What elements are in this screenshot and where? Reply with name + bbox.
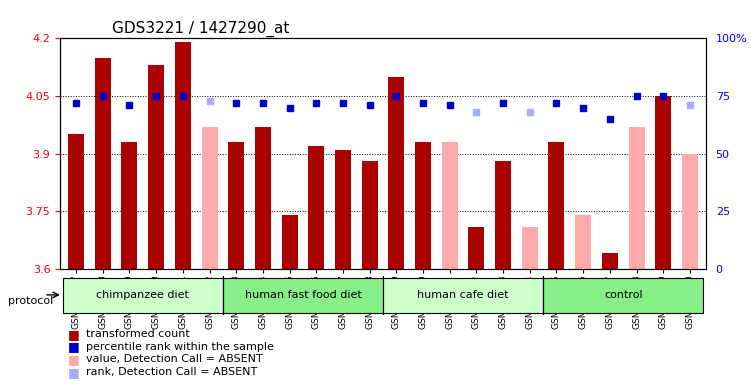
Bar [335, 150, 351, 269]
FancyBboxPatch shape [63, 278, 223, 313]
Bar [602, 253, 618, 269]
Bar [469, 227, 484, 269]
Text: ■: ■ [68, 353, 80, 366]
Bar [548, 142, 565, 269]
Text: ■: ■ [68, 366, 80, 379]
Bar [68, 134, 84, 269]
Bar [629, 127, 644, 269]
Bar [442, 142, 458, 269]
Text: human cafe diet: human cafe diet [418, 290, 509, 300]
Bar [575, 215, 591, 269]
Text: GDS3221 / 1427290_at: GDS3221 / 1427290_at [112, 21, 289, 37]
Text: protocol: protocol [8, 296, 53, 306]
FancyBboxPatch shape [543, 278, 703, 313]
Bar [148, 65, 164, 269]
Bar [655, 96, 671, 269]
Bar [201, 127, 218, 269]
Bar [522, 227, 538, 269]
Bar [362, 161, 378, 269]
Text: ■: ■ [68, 328, 80, 341]
Text: chimpanzee diet: chimpanzee diet [96, 290, 189, 300]
Bar [388, 77, 404, 269]
Bar [682, 154, 698, 269]
Bar [255, 127, 271, 269]
Text: value, Detection Call = ABSENT: value, Detection Call = ABSENT [86, 354, 263, 364]
Bar [415, 142, 431, 269]
Text: percentile rank within the sample: percentile rank within the sample [86, 342, 274, 352]
Bar [95, 58, 111, 269]
Text: rank, Detection Call = ABSENT: rank, Detection Call = ABSENT [86, 367, 258, 377]
Bar [228, 142, 244, 269]
Text: transformed count: transformed count [86, 329, 190, 339]
Bar [282, 215, 297, 269]
FancyBboxPatch shape [383, 278, 543, 313]
Bar [308, 146, 324, 269]
Bar [175, 42, 191, 269]
Bar [495, 161, 511, 269]
Text: ■: ■ [68, 340, 80, 353]
Text: control: control [604, 290, 643, 300]
Bar [122, 142, 137, 269]
FancyBboxPatch shape [223, 278, 383, 313]
Text: human fast food diet: human fast food diet [245, 290, 361, 300]
